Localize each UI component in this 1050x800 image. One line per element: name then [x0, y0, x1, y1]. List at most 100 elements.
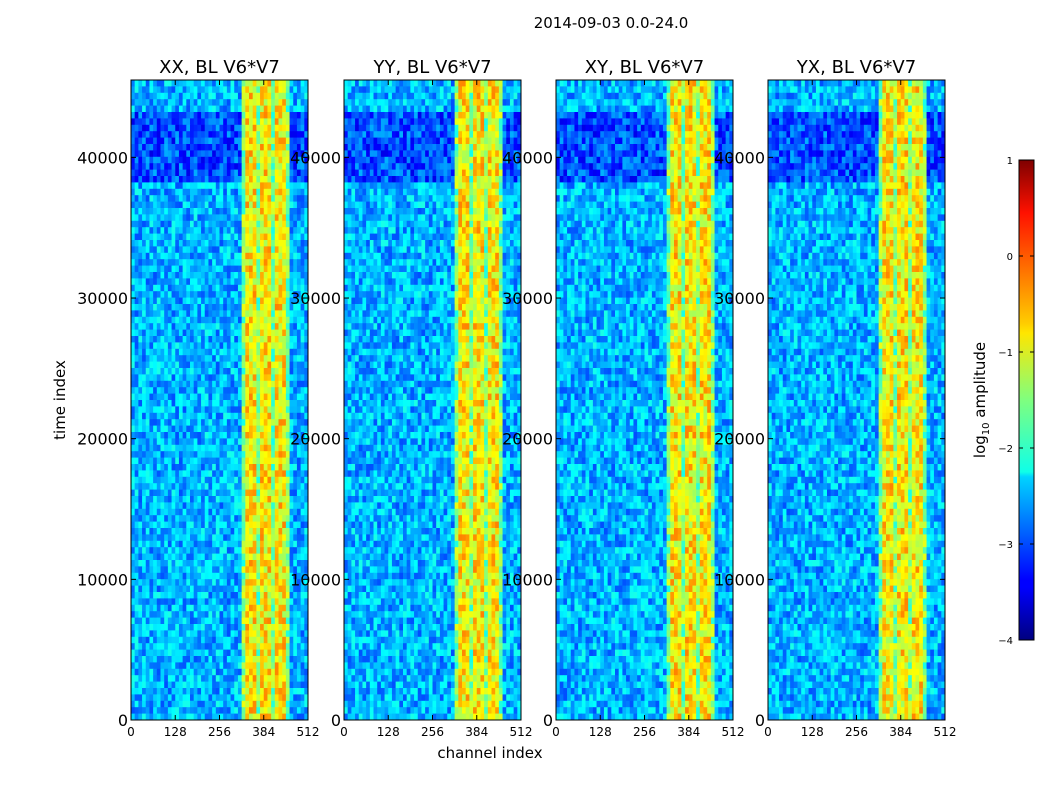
heatmap-cell [267, 534, 272, 542]
heatmap-cell [212, 380, 217, 388]
heatmap-cell [193, 86, 198, 94]
heatmap-cell [234, 419, 239, 426]
heatmap-cell [208, 265, 213, 273]
heatmap-cell [274, 348, 279, 356]
heatmap-cell [134, 496, 139, 503]
heatmap-cell [153, 80, 158, 87]
heatmap-cell [160, 432, 165, 439]
heatmap-cell [271, 451, 276, 458]
heatmap-cell [219, 99, 224, 106]
heatmap-cell [256, 374, 261, 382]
heatmap-cell [260, 92, 265, 100]
heatmap-cell [149, 208, 154, 215]
heatmap-cell [271, 278, 276, 286]
heatmap-cell [226, 400, 231, 407]
heatmap-cell [241, 195, 246, 202]
heatmap-cell [190, 489, 195, 497]
heatmap-cell [131, 80, 136, 87]
heatmap-cell [160, 336, 165, 343]
heatmap-cell [190, 432, 195, 439]
heatmap-cell [260, 585, 265, 593]
heatmap-cell [219, 592, 224, 599]
heatmap-cell [212, 278, 217, 286]
heatmap-cell [219, 348, 224, 356]
heatmap-cell [193, 515, 198, 522]
heatmap-cell [208, 144, 213, 151]
heatmap-cell [171, 374, 176, 382]
heatmap-cell [219, 611, 224, 618]
heatmap-cell [252, 278, 257, 286]
heatmap-cell [502, 92, 507, 100]
heatmap-cell [304, 144, 309, 151]
heatmap-cell [267, 630, 272, 638]
heatmap-cell [274, 233, 279, 241]
heatmap-cell [245, 624, 250, 631]
heatmap-cell [289, 348, 294, 356]
heatmap-cell [178, 316, 184, 324]
heatmap-cell [300, 361, 305, 369]
heatmap-cell [223, 476, 228, 484]
heatmap-cell [278, 201, 283, 209]
heatmap-cell [260, 316, 265, 324]
heatmap-cell [182, 156, 187, 164]
heatmap-cell [282, 675, 287, 682]
heatmap-cell [234, 368, 239, 375]
heatmap-cell [212, 419, 217, 426]
heatmap-cell [289, 585, 294, 593]
heatmap-cell [289, 342, 294, 350]
heatmap-cell [223, 86, 228, 94]
heatmap-cell [278, 214, 283, 222]
heatmap-cell [193, 630, 198, 638]
heatmap-cell [215, 252, 220, 260]
heatmap-cell [175, 451, 180, 458]
heatmap-cell [256, 201, 261, 209]
heatmap-cell [164, 617, 169, 625]
heatmap-cell [241, 182, 246, 190]
heatmap-cell [175, 636, 180, 644]
heatmap-cell [215, 246, 220, 254]
heatmap-cell [230, 86, 235, 94]
heatmap-cell [164, 444, 169, 452]
heatmap-cell [164, 668, 169, 676]
heatmap-cell [289, 105, 294, 113]
heatmap-cell [223, 118, 228, 126]
heatmap-cell [285, 355, 290, 362]
heatmap-cell [215, 572, 220, 580]
heatmap-cell [234, 643, 239, 650]
heatmap-cell [164, 150, 169, 158]
heatmap-cell [156, 176, 161, 183]
heatmap-cell [193, 342, 198, 350]
heatmap-cell [462, 86, 467, 94]
heatmap-cell [204, 636, 209, 644]
heatmap-cell [182, 214, 187, 222]
heatmap-cell [256, 572, 261, 580]
heatmap-cell [131, 176, 136, 183]
heatmap-cell [289, 265, 294, 273]
heatmap-cell [267, 400, 272, 407]
heatmap-cell [138, 252, 143, 260]
heatmap-cell [190, 560, 195, 567]
heatmap-cell [208, 528, 213, 535]
heatmap-cell [230, 598, 235, 606]
heatmap-cell [190, 374, 195, 382]
heatmap-cell [190, 572, 195, 580]
heatmap-cell [293, 515, 298, 522]
heatmap-cell [223, 496, 228, 503]
heatmap-cell [160, 438, 165, 446]
heatmap-cell [197, 342, 202, 350]
heatmap-cell [193, 560, 198, 567]
heatmap-cell [304, 694, 309, 702]
heatmap-cell [201, 464, 206, 471]
heatmap-cell [226, 252, 231, 260]
heatmap-cell [171, 572, 176, 580]
heatmap-cell [226, 470, 231, 478]
heatmap-cell [204, 342, 209, 350]
heatmap-cell [167, 361, 172, 369]
heatmap-cell [271, 246, 276, 254]
heatmap-cell [252, 316, 257, 324]
heatmap-cell [226, 464, 231, 471]
heatmap-cell [182, 694, 187, 702]
heatmap-cell [178, 611, 184, 618]
heatmap-cell [201, 118, 206, 126]
heatmap-cell [134, 508, 139, 516]
